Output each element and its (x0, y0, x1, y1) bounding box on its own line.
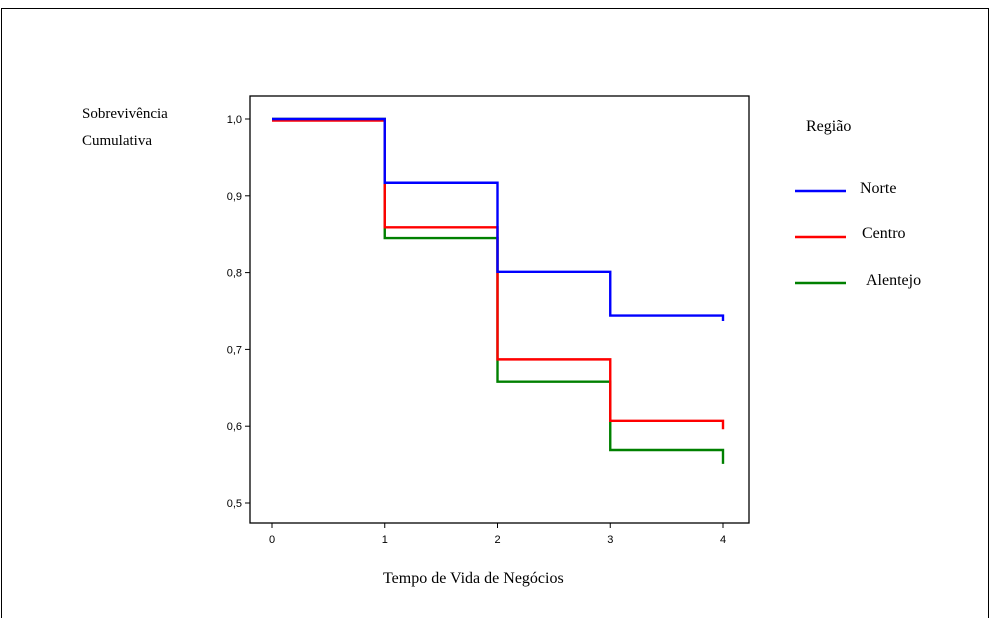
x-tick-label: 2 (494, 534, 500, 546)
y-axis-label-line-1: Sobrevivência (82, 106, 168, 122)
legend-label-norte: Norte (860, 180, 897, 197)
y-axis-label: Sobrevivência Cumulativa (82, 101, 168, 155)
y-tick-label: 0,5 (227, 498, 242, 510)
x-axis-label: Tempo de Vida de Negócios (383, 570, 564, 587)
y-tick-label: 0,6 (227, 421, 242, 433)
figure-frame (1, 8, 989, 618)
series-line-centro (272, 119, 725, 430)
x-tick-label: 4 (720, 534, 726, 546)
series-line-norte (272, 117, 725, 321)
legend-label-centro: Centro (862, 225, 906, 242)
y-tick-label: 0,8 (227, 268, 242, 280)
y-tick-label: 0,9 (227, 191, 242, 203)
y-tick-label: 0,7 (227, 344, 242, 356)
legend-title: Região (806, 118, 852, 135)
y-axis-label-line-2: Cumulativa (82, 133, 152, 149)
y-tick-label: 1,0 (227, 114, 242, 126)
x-tick-label: 1 (382, 534, 388, 546)
legend-label-alentejo: Alentejo (866, 272, 922, 289)
plot-area-border (249, 95, 750, 524)
x-tick-label: 0 (269, 534, 275, 546)
x-tick-label: 3 (607, 534, 613, 546)
